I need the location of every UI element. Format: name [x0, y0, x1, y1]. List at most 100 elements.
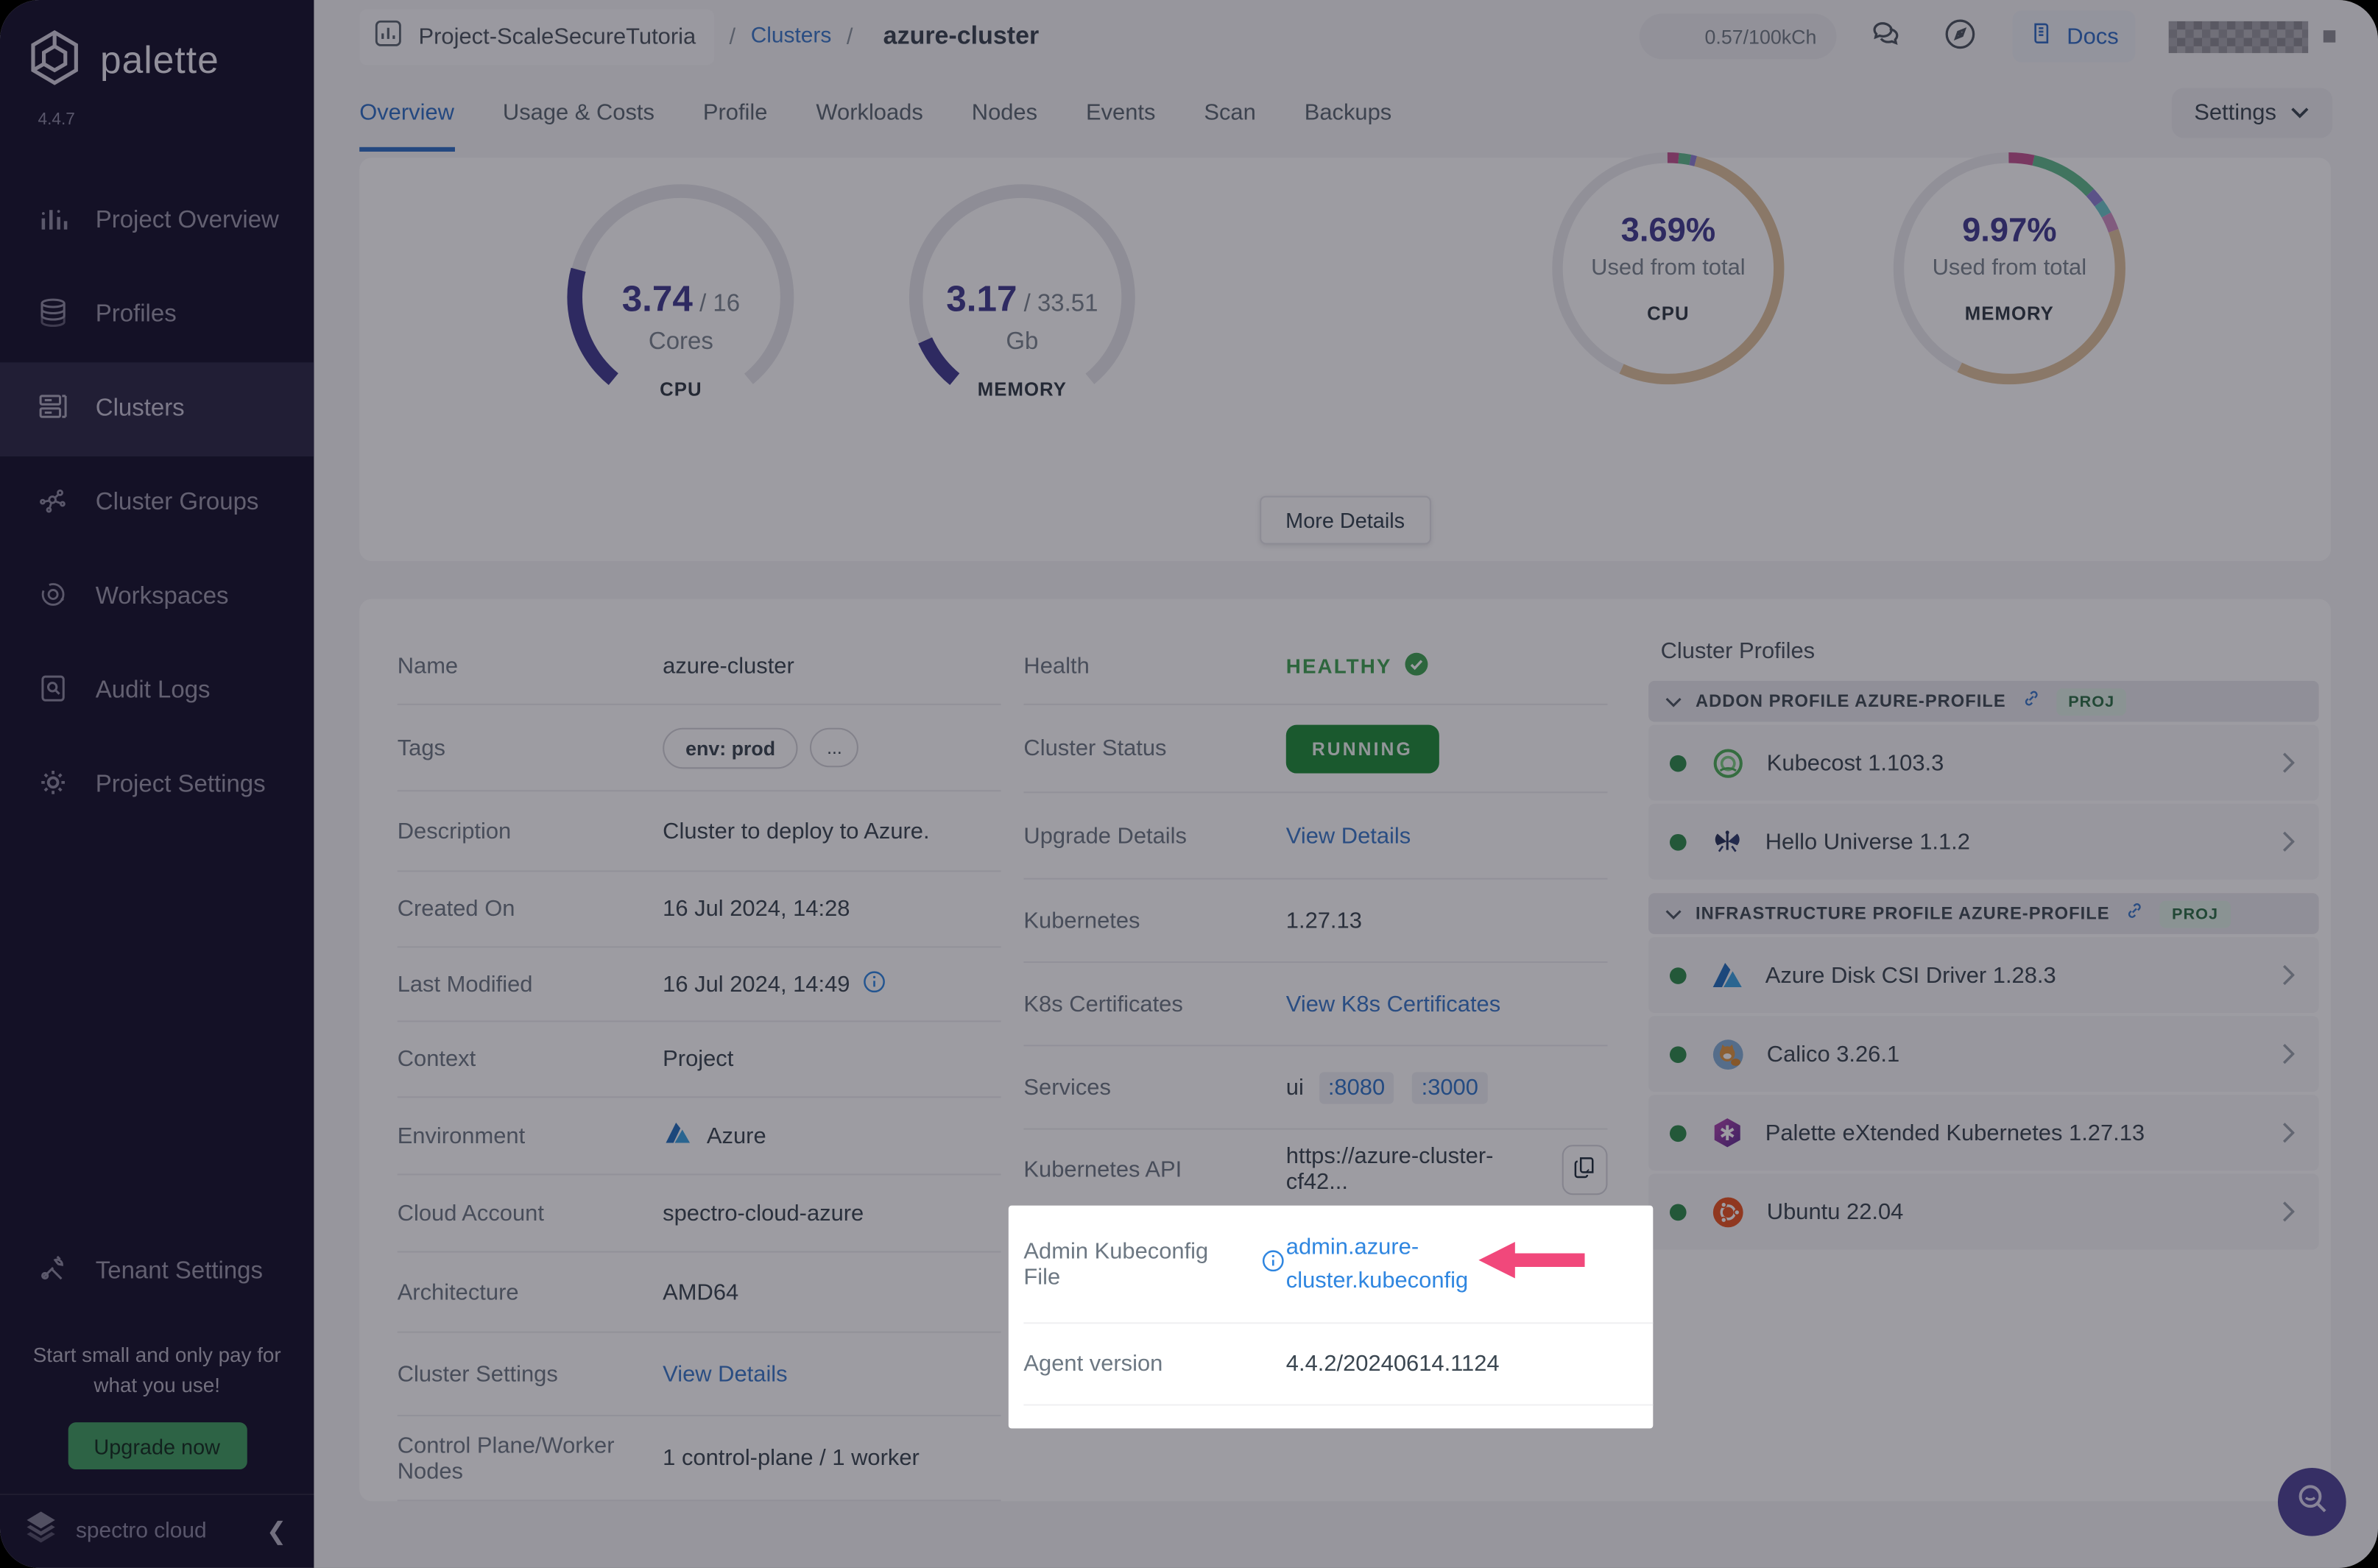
status-row-upgrade: Upgrade Details View Details	[1023, 793, 1608, 880]
sidebar-item-audit-logs[interactable]: Audit Logs	[0, 644, 314, 738]
palette-logo-icon	[24, 27, 85, 96]
profile-row-hello-universe[interactable]: Hello Universe 1.1.2	[1648, 803, 2319, 880]
chevron-right-icon	[2282, 752, 2295, 774]
tab-workloads[interactable]: Workloads	[816, 99, 923, 125]
detail-row-cloud-account: Cloud Account spectro-cloud-azure	[397, 1175, 1001, 1253]
tab-usage-costs[interactable]: Usage & Costs	[502, 99, 655, 125]
feedback-chat-button[interactable]	[1869, 15, 1907, 58]
upgrade-view-details-link[interactable]: View Details	[1285, 822, 1411, 849]
sidebar-collapse-chevron[interactable]: ❮	[266, 1519, 287, 1546]
link-icon	[2019, 686, 2042, 716]
link-icon	[2123, 898, 2146, 928]
health-status-value: HEALTHY	[1285, 654, 1392, 678]
cluster-settings-view-details-link[interactable]: View Details	[663, 1360, 788, 1387]
infrastructure-profile-header[interactable]: INFRASTRUCTURE PROFILE AZURE-PROFILE PRO…	[1648, 893, 2319, 934]
row-label: Agent version	[1023, 1351, 1163, 1377]
sidebar-item-project-settings[interactable]: Project Settings	[0, 738, 314, 833]
upgrade-now-button[interactable]: Upgrade now	[67, 1422, 247, 1470]
layers-icon	[36, 295, 69, 336]
upgrade-promo-text: Start small and only pay for what you us…	[32, 1343, 281, 1396]
proj-scope-badge: PROJ	[2159, 900, 2231, 928]
row-label: Services	[1023, 1074, 1111, 1101]
detail-row-modified: Last Modified 16 Jul 2024, 14:49	[397, 947, 1001, 1023]
sidebar-item-tenant-settings[interactable]: Tenant Settings	[0, 1224, 314, 1318]
row-label: Admin Kubeconfig File	[1023, 1237, 1209, 1290]
sidebar-item-workspaces[interactable]: Workspaces	[0, 551, 314, 645]
profile-name: Calico 3.26.1	[1766, 1041, 1900, 1067]
network-nodes-icon	[36, 483, 69, 524]
tab-nodes[interactable]: Nodes	[971, 99, 1038, 125]
profile-name: Hello Universe 1.1.2	[1765, 828, 1970, 855]
kubernetes-api-url: https://azure-cluster-cf42...	[1285, 1143, 1494, 1196]
sidebar-item-label: Audit Logs	[95, 677, 211, 704]
sidebar-item-profiles[interactable]: Profiles	[0, 269, 314, 363]
sidebar-item-label: Clusters	[95, 395, 185, 422]
info-icon[interactable]	[862, 968, 888, 1000]
row-label: Cluster Settings	[397, 1360, 558, 1387]
profile-row-palette-extended-kubernetes[interactable]: Palette eXtended Kubernetes 1.27.13	[1648, 1095, 2319, 1171]
service-port-8080-link[interactable]: :8080	[1319, 1071, 1394, 1103]
row-value: AMD64	[663, 1279, 739, 1305]
row-label: Last Modified	[397, 971, 533, 997]
running-status-badge: RUNNING	[1285, 724, 1439, 773]
profile-row-azure-disk[interactable]: Azure Disk CSI Driver 1.28.3	[1648, 937, 2319, 1014]
addon-profile-header[interactable]: ADDON PROFILE AZURE-PROFILE PROJ	[1648, 680, 2319, 722]
chevron-right-icon	[2282, 1122, 2295, 1143]
explore-compass-button[interactable]	[1941, 15, 1978, 58]
sidebar-item-cluster-groups[interactable]: Cluster Groups	[0, 456, 314, 551]
row-value: Azure	[706, 1123, 766, 1149]
detail-row-architecture: Architecture AMD64	[397, 1252, 1001, 1333]
row-label: Name	[397, 653, 459, 679]
profile-row-ubuntu[interactable]: Ubuntu 22.04	[1648, 1173, 2319, 1250]
tag-env-prod: env: prod	[663, 727, 798, 769]
proj-scope-badge: PROJ	[2056, 688, 2127, 716]
cluster-tabs: Overview Usage & Costs Profile Workloads…	[314, 73, 2378, 152]
sidebar-item-clusters[interactable]: Clusters	[0, 362, 314, 457]
status-row-cluster-status: Cluster Status RUNNING	[1023, 705, 1608, 794]
tab-overview[interactable]: Overview	[359, 73, 454, 152]
sidebar-menu: Project Overview Profiles Clusters Clust…	[0, 174, 314, 833]
tab-profile[interactable]: Profile	[702, 99, 768, 125]
infrastructure-profile-title: INFRASTRUCTURE PROFILE AZURE-PROFILE	[1695, 904, 2110, 923]
memory-gauge-label: MEMORY	[977, 378, 1067, 400]
search-assistant-fab[interactable]	[2277, 1467, 2346, 1536]
copy-api-url-button[interactable]	[1562, 1144, 1608, 1195]
detail-row-environment: Environment Azure	[397, 1098, 1001, 1176]
service-name: ui	[1285, 1074, 1304, 1101]
project-chart-icon	[372, 16, 405, 57]
addon-profile-title: ADDON PROFILE AZURE-PROFILE	[1695, 692, 2006, 711]
sidebar-item-label: Profiles	[95, 301, 177, 328]
tags-more-button[interactable]: ...	[810, 727, 859, 768]
more-details-button[interactable]: More Details	[1260, 495, 1431, 545]
view-k8s-certificates-link[interactable]: View K8s Certificates	[1285, 991, 1501, 1017]
admin-kubeconfig-download-link[interactable]: admin.azure-cluster.kubeconfig	[1285, 1234, 1469, 1293]
tab-events[interactable]: Events	[1085, 99, 1156, 125]
tab-backups[interactable]: Backups	[1304, 99, 1392, 125]
chevron-right-icon	[2282, 1043, 2295, 1064]
service-port-3000-link[interactable]: :3000	[1412, 1071, 1488, 1103]
usage-credits-badge: 0.57/100kCh	[1639, 13, 1837, 60]
sidebar-item-project-overview[interactable]: Project Overview	[0, 174, 314, 269]
row-label: Environment	[397, 1123, 526, 1149]
gear-icon	[36, 765, 69, 806]
breadcrumb-project[interactable]: Project-ScaleSecureTutoria	[359, 8, 714, 65]
row-value: Project	[663, 1046, 734, 1073]
info-icon[interactable]	[1260, 1248, 1286, 1279]
docs-label: Docs	[2067, 23, 2119, 49]
tab-scan[interactable]: Scan	[1204, 99, 1256, 125]
settings-button[interactable]: Settings	[2171, 87, 2333, 138]
profile-name: Ubuntu 22.04	[1766, 1198, 1904, 1225]
profile-row-calico[interactable]: Calico 3.26.1	[1648, 1016, 2319, 1092]
cpu-max-value: / 16	[699, 291, 741, 317]
breadcrumb-clusters-link[interactable]: Clusters	[750, 24, 832, 49]
spectro-cloud-logo-icon	[21, 1508, 61, 1555]
spectro-cloud-label: spectro cloud	[75, 1519, 207, 1544]
profile-name: Kubecost 1.103.3	[1766, 749, 1944, 776]
row-label: Health	[1023, 653, 1090, 679]
chat-bubbles-icon	[1869, 15, 1907, 58]
profile-row-kubecost[interactable]: Kubecost 1.103.3	[1648, 724, 2319, 801]
docs-button[interactable]: Docs	[2012, 10, 2136, 63]
sidebar-item-label: Workspaces	[95, 584, 229, 610]
sidebar-item-label: Project Overview	[95, 208, 279, 234]
top-right-controls: 0.57/100kCh Docs	[1639, 10, 2336, 63]
